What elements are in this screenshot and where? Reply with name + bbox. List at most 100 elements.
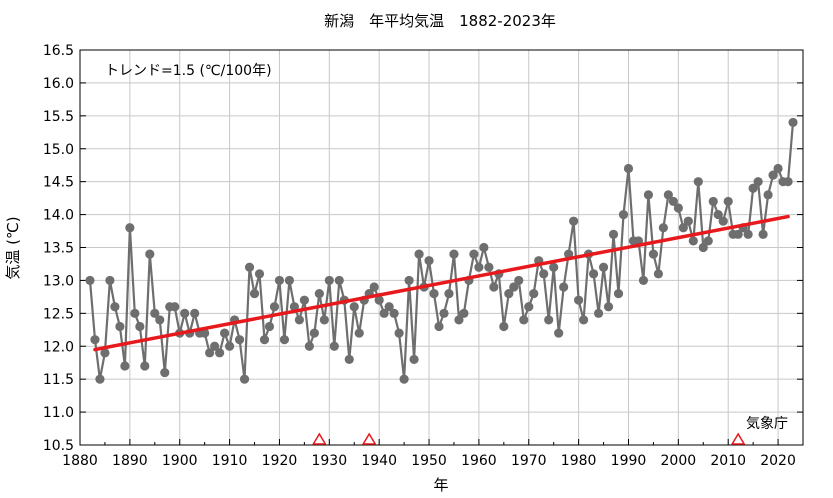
x-tick-label: 1880 [62, 453, 98, 469]
data-point [524, 302, 534, 312]
y-tick-label: 14.0 [43, 208, 74, 224]
data-point [643, 190, 654, 200]
data-point [499, 321, 509, 332]
y-axis-label: 気温 (℃) [4, 216, 22, 279]
x-tick-label: 2010 [710, 453, 746, 469]
data-point [484, 262, 494, 272]
data-point [234, 335, 245, 345]
data-point [529, 288, 539, 299]
data-point [683, 216, 693, 226]
data-point [519, 315, 529, 325]
data-point [768, 170, 778, 180]
data-point [613, 288, 624, 299]
trend-line [93, 214, 790, 352]
data-point [264, 321, 275, 332]
data-point [135, 321, 145, 332]
data-point [324, 275, 334, 286]
data-point [414, 249, 424, 259]
data-point [489, 282, 499, 292]
y-tick-label: 16.0 [43, 76, 74, 92]
grid [79, 49, 803, 446]
data-point [309, 328, 319, 338]
data-point [509, 282, 519, 292]
data-point [120, 361, 130, 371]
data-point [105, 275, 115, 286]
data-point [658, 223, 668, 233]
data-point [688, 236, 698, 246]
data-point [125, 223, 135, 233]
data-point [244, 262, 255, 272]
y-tick-label: 15.0 [43, 142, 74, 158]
data-point [673, 203, 683, 213]
station-change-marker [312, 432, 327, 445]
x-tick-label: 1920 [262, 453, 298, 469]
data-point [249, 288, 260, 299]
y-tick-label: 14.5 [43, 175, 74, 191]
data-point [608, 229, 619, 239]
y-tick-label: 12.5 [43, 306, 74, 322]
data-point [579, 315, 589, 325]
data-point [539, 269, 549, 279]
series-line [88, 122, 795, 381]
data-point [559, 282, 569, 292]
data-point [698, 242, 708, 253]
data-point [429, 288, 439, 299]
data-point [564, 249, 574, 259]
data-point [269, 302, 280, 312]
data-point [723, 196, 733, 207]
data-point [424, 256, 434, 266]
data-point [653, 269, 664, 279]
data-point [743, 229, 753, 239]
data-point [544, 315, 554, 325]
data-point [145, 249, 155, 259]
x-tick-label: 2000 [661, 453, 697, 469]
data-point [215, 348, 225, 358]
data-point [110, 302, 120, 312]
data-point [384, 302, 394, 312]
data-point [574, 295, 584, 305]
data-point [319, 315, 329, 325]
data-point [379, 308, 389, 318]
data-point [115, 321, 125, 332]
data-point [259, 335, 270, 345]
data-point [623, 163, 634, 174]
data-point [210, 341, 220, 351]
data-point [394, 328, 404, 338]
data-point [100, 348, 110, 358]
data-point [399, 374, 409, 384]
x-tick-label: 1900 [162, 453, 198, 469]
data-point [514, 275, 524, 286]
data-point [180, 308, 190, 318]
data-point [459, 308, 469, 318]
y-tick-label: 11.5 [43, 372, 74, 388]
data-point [753, 177, 763, 187]
data-point [703, 236, 713, 246]
data-point [588, 269, 599, 279]
x-tick-label: 1910 [212, 453, 248, 469]
data-point [593, 308, 604, 318]
data-point [329, 341, 339, 351]
data-point [404, 275, 414, 286]
source-label: 気象庁 [746, 416, 788, 432]
ticks: 1880 1890 1900 1910 1920 1930 1940 1950 1960 1970… [43, 43, 803, 469]
data-point [224, 341, 235, 351]
station-change-marker [730, 432, 746, 445]
data-point [160, 367, 170, 378]
x-tick-label: 1940 [361, 453, 397, 469]
data-point [663, 190, 673, 200]
data-point [205, 348, 215, 358]
x-axis-label: 年 [433, 476, 448, 494]
data-point [788, 117, 798, 128]
data-point [85, 275, 95, 286]
data-point [90, 335, 100, 345]
chart-title: 新潟 年平均気温 1882-2023年 [324, 12, 556, 30]
data-point [763, 190, 773, 200]
y-tick-label: 10.5 [43, 438, 74, 454]
data-point [718, 216, 728, 226]
y-tick-label: 12.0 [43, 339, 74, 355]
data-point [554, 328, 564, 338]
data-point [344, 354, 354, 365]
marker-layer [312, 432, 746, 445]
data-point [239, 374, 250, 384]
